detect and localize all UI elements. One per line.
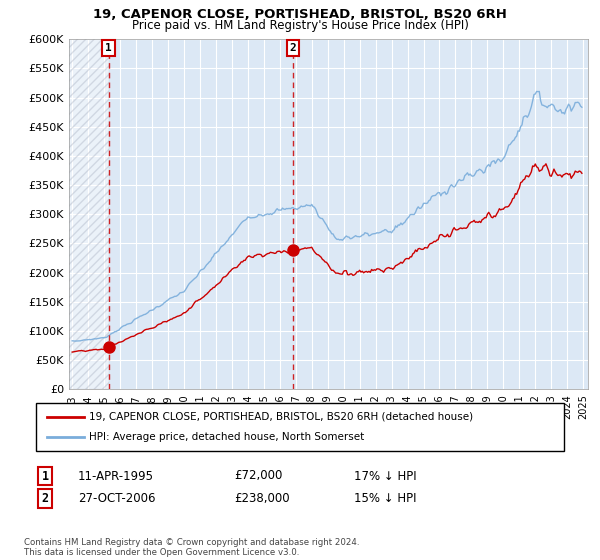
Text: Price paid vs. HM Land Registry's House Price Index (HPI): Price paid vs. HM Land Registry's House … [131,19,469,32]
Text: 17% ↓ HPI: 17% ↓ HPI [354,469,416,483]
Text: 19, CAPENOR CLOSE, PORTISHEAD, BRISTOL, BS20 6RH (detached house): 19, CAPENOR CLOSE, PORTISHEAD, BRISTOL, … [89,412,473,422]
Text: 2: 2 [41,492,49,505]
Bar [64,39,109,389]
Text: 1: 1 [41,469,49,483]
Text: 27-OCT-2006: 27-OCT-2006 [78,492,155,505]
Text: 1: 1 [105,43,112,53]
Text: 2: 2 [290,43,296,53]
Text: £238,000: £238,000 [234,492,290,505]
Text: 11-APR-1995: 11-APR-1995 [78,469,154,483]
Text: HPI: Average price, detached house, North Somerset: HPI: Average price, detached house, Nort… [89,432,364,442]
Text: Contains HM Land Registry data © Crown copyright and database right 2024.
This d: Contains HM Land Registry data © Crown c… [24,538,359,557]
Text: £72,000: £72,000 [234,469,283,483]
Text: 15% ↓ HPI: 15% ↓ HPI [354,492,416,505]
Text: 19, CAPENOR CLOSE, PORTISHEAD, BRISTOL, BS20 6RH: 19, CAPENOR CLOSE, PORTISHEAD, BRISTOL, … [93,8,507,21]
